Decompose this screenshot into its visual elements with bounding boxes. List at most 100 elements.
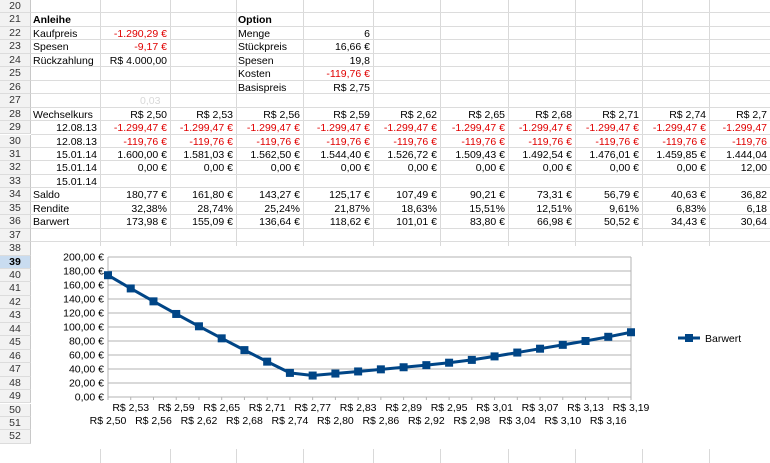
- rueckzahlung-cell[interactable]: 1.581,03 €: [183, 148, 233, 161]
- row-header-21[interactable]: 21: [0, 13, 31, 27]
- saldo-cell[interactable]: 73,31 €: [536, 189, 572, 202]
- option-payoff-cell[interactable]: 0,00 €: [407, 162, 437, 175]
- barwert-chart[interactable]: 200,00 € 180,00 € 160,00 € 140,00 € 120,00 €…: [31, 246, 770, 449]
- spesen-cell[interactable]: -119,76 €: [189, 135, 233, 148]
- barwert-cell[interactable]: 30,64: [740, 216, 767, 229]
- rendite-cell[interactable]: 32,38%: [131, 202, 167, 215]
- rendite-cell[interactable]: 25,24%: [264, 202, 300, 215]
- rate-cell[interactable]: R$ 2,50: [130, 108, 167, 121]
- spesen-cell[interactable]: -119,76 €: [461, 135, 505, 148]
- row-header-45[interactable]: 45: [0, 336, 31, 350]
- row-header-38[interactable]: 38: [0, 242, 31, 256]
- date-cell[interactable]: 15.01.14: [56, 162, 97, 175]
- spesen-cell[interactable]: -119,76 €: [662, 135, 706, 148]
- row-header-42[interactable]: 42: [0, 295, 31, 310]
- anleihe-label[interactable]: Rückzahlung: [33, 54, 94, 67]
- saldo-cell[interactable]: 36,82: [740, 189, 767, 202]
- saldo-cell[interactable]: 107,49 €: [396, 189, 437, 202]
- option-value[interactable]: 16,66 €: [334, 41, 370, 54]
- row-header-22[interactable]: 22: [0, 26, 31, 41]
- rueckzahlung-cell[interactable]: 1.492,54 €: [522, 148, 572, 161]
- option-value[interactable]: 6: [364, 27, 370, 40]
- kaufpreis-cell[interactable]: -1.299,47 €: [316, 122, 370, 135]
- date-cell[interactable]: 15.01.14: [56, 175, 97, 188]
- rueckzahlung-cell[interactable]: 1.476,01 €: [589, 148, 639, 161]
- rate-cell[interactable]: R$ 2,56: [263, 108, 300, 121]
- kaufpreis-cell[interactable]: -1.299,47: [722, 122, 767, 135]
- row-header-50[interactable]: 50: [0, 403, 31, 417]
- kaufpreis-cell[interactable]: -1.299,47 €: [383, 122, 437, 135]
- row-header-43[interactable]: 43: [0, 309, 31, 323]
- anleihe-value[interactable]: R$ 4.000,00: [109, 54, 167, 67]
- option-payoff-cell[interactable]: 0,00 €: [475, 162, 505, 175]
- barwert-cell[interactable]: 118,62 €: [329, 216, 370, 229]
- rate-cell[interactable]: R$ 2,71: [602, 108, 639, 121]
- option-payoff-cell[interactable]: 0,00 €: [609, 162, 639, 175]
- option-label[interactable]: Menge: [238, 27, 271, 40]
- rendite-cell[interactable]: 28,74%: [197, 202, 233, 215]
- spesen-cell[interactable]: -119,76 €: [123, 135, 167, 148]
- option-label[interactable]: Stückpreis: [238, 41, 288, 54]
- option-payoff-cell[interactable]: 0,00 €: [542, 162, 572, 175]
- saldo-cell[interactable]: 40,63 €: [670, 189, 706, 202]
- rate-cell[interactable]: R$ 2,74: [669, 108, 706, 121]
- option-label[interactable]: Basispreis: [238, 81, 287, 94]
- row-header-32[interactable]: 32: [0, 161, 31, 175]
- rate-cell[interactable]: R$ 2,65: [468, 108, 505, 121]
- rate-cell[interactable]: R$ 2,53: [196, 108, 233, 121]
- row-header-34[interactable]: 34: [0, 188, 31, 202]
- barwert-cell[interactable]: 155,09 €: [192, 216, 233, 229]
- kaufpreis-cell[interactable]: -1.299,47 €: [652, 122, 706, 135]
- date-cell[interactable]: 15.01.14: [56, 148, 97, 161]
- rueckzahlung-cell[interactable]: 1.509,43 €: [455, 148, 505, 161]
- date-cell[interactable]: 12.08.13: [56, 135, 97, 148]
- rueckzahlung-cell[interactable]: 1.459,85 €: [656, 148, 706, 161]
- summary-label[interactable]: Rendite: [33, 202, 70, 215]
- option-label[interactable]: Kosten: [238, 68, 271, 81]
- anleihe-label[interactable]: Kaufpreis: [33, 27, 78, 40]
- rendite-cell[interactable]: 12,51%: [536, 202, 572, 215]
- kaufpreis-cell[interactable]: -1.299,47 €: [518, 122, 572, 135]
- kaufpreis-cell[interactable]: -1.299,47 €: [585, 122, 639, 135]
- spesen-cell[interactable]: -119,76: [732, 135, 767, 148]
- spesen-cell[interactable]: -119,76 €: [393, 135, 437, 148]
- rate-cell[interactable]: R$ 2,59: [333, 108, 370, 121]
- rate-cell[interactable]: R$ 2,7: [736, 108, 767, 121]
- row-header-52[interactable]: 52: [0, 430, 31, 444]
- kaufpreis-cell[interactable]: -1.299,47 €: [451, 122, 505, 135]
- rendite-cell[interactable]: 21,87%: [334, 202, 370, 215]
- date-cell[interactable]: 12.08.13: [56, 122, 97, 135]
- option-header[interactable]: Option: [238, 14, 272, 27]
- row-header-51[interactable]: 51: [0, 416, 31, 431]
- row-header-33[interactable]: 33: [0, 174, 31, 189]
- rendite-cell[interactable]: 18,63%: [401, 202, 437, 215]
- row-header-29[interactable]: 29: [0, 121, 31, 135]
- option-payoff-cell[interactable]: 0,00 €: [676, 162, 706, 175]
- summary-label[interactable]: Saldo: [33, 189, 60, 202]
- row-header-36[interactable]: 36: [0, 215, 31, 229]
- rendite-cell[interactable]: 15,51%: [469, 202, 505, 215]
- barwert-cell[interactable]: 66,98 €: [536, 216, 572, 229]
- row-header-44[interactable]: 44: [0, 322, 31, 337]
- saldo-cell[interactable]: 90,21 €: [469, 189, 505, 202]
- barwert-cell[interactable]: 101,01 €: [396, 216, 437, 229]
- row-header-26[interactable]: 26: [0, 80, 31, 95]
- rate-cell[interactable]: R$ 2,62: [400, 108, 437, 121]
- summary-label[interactable]: Barwert: [33, 216, 70, 229]
- row-header-25[interactable]: 25: [0, 67, 31, 81]
- rueckzahlung-cell[interactable]: 1.444,04: [726, 148, 767, 161]
- row-header-49[interactable]: 49: [0, 390, 31, 404]
- option-label[interactable]: Spesen: [238, 54, 274, 67]
- row-header-20[interactable]: 20: [0, 0, 31, 14]
- option-payoff-cell[interactable]: 0,00 €: [137, 162, 167, 175]
- spesen-cell[interactable]: -119,76 €: [595, 135, 639, 148]
- row-header-41[interactable]: 41: [0, 282, 31, 296]
- rueckzahlung-cell[interactable]: 1.600,00 €: [117, 148, 167, 161]
- option-payoff-cell[interactable]: 0,00 €: [270, 162, 300, 175]
- row-header-24[interactable]: 24: [0, 53, 31, 68]
- barwert-cell[interactable]: 50,52 €: [603, 216, 639, 229]
- anleihe-value[interactable]: -1.290,29 €: [113, 27, 167, 40]
- row-header-35[interactable]: 35: [0, 201, 31, 216]
- spesen-cell[interactable]: -119,76 €: [326, 135, 370, 148]
- anleihe-header[interactable]: Anleihe: [33, 14, 71, 27]
